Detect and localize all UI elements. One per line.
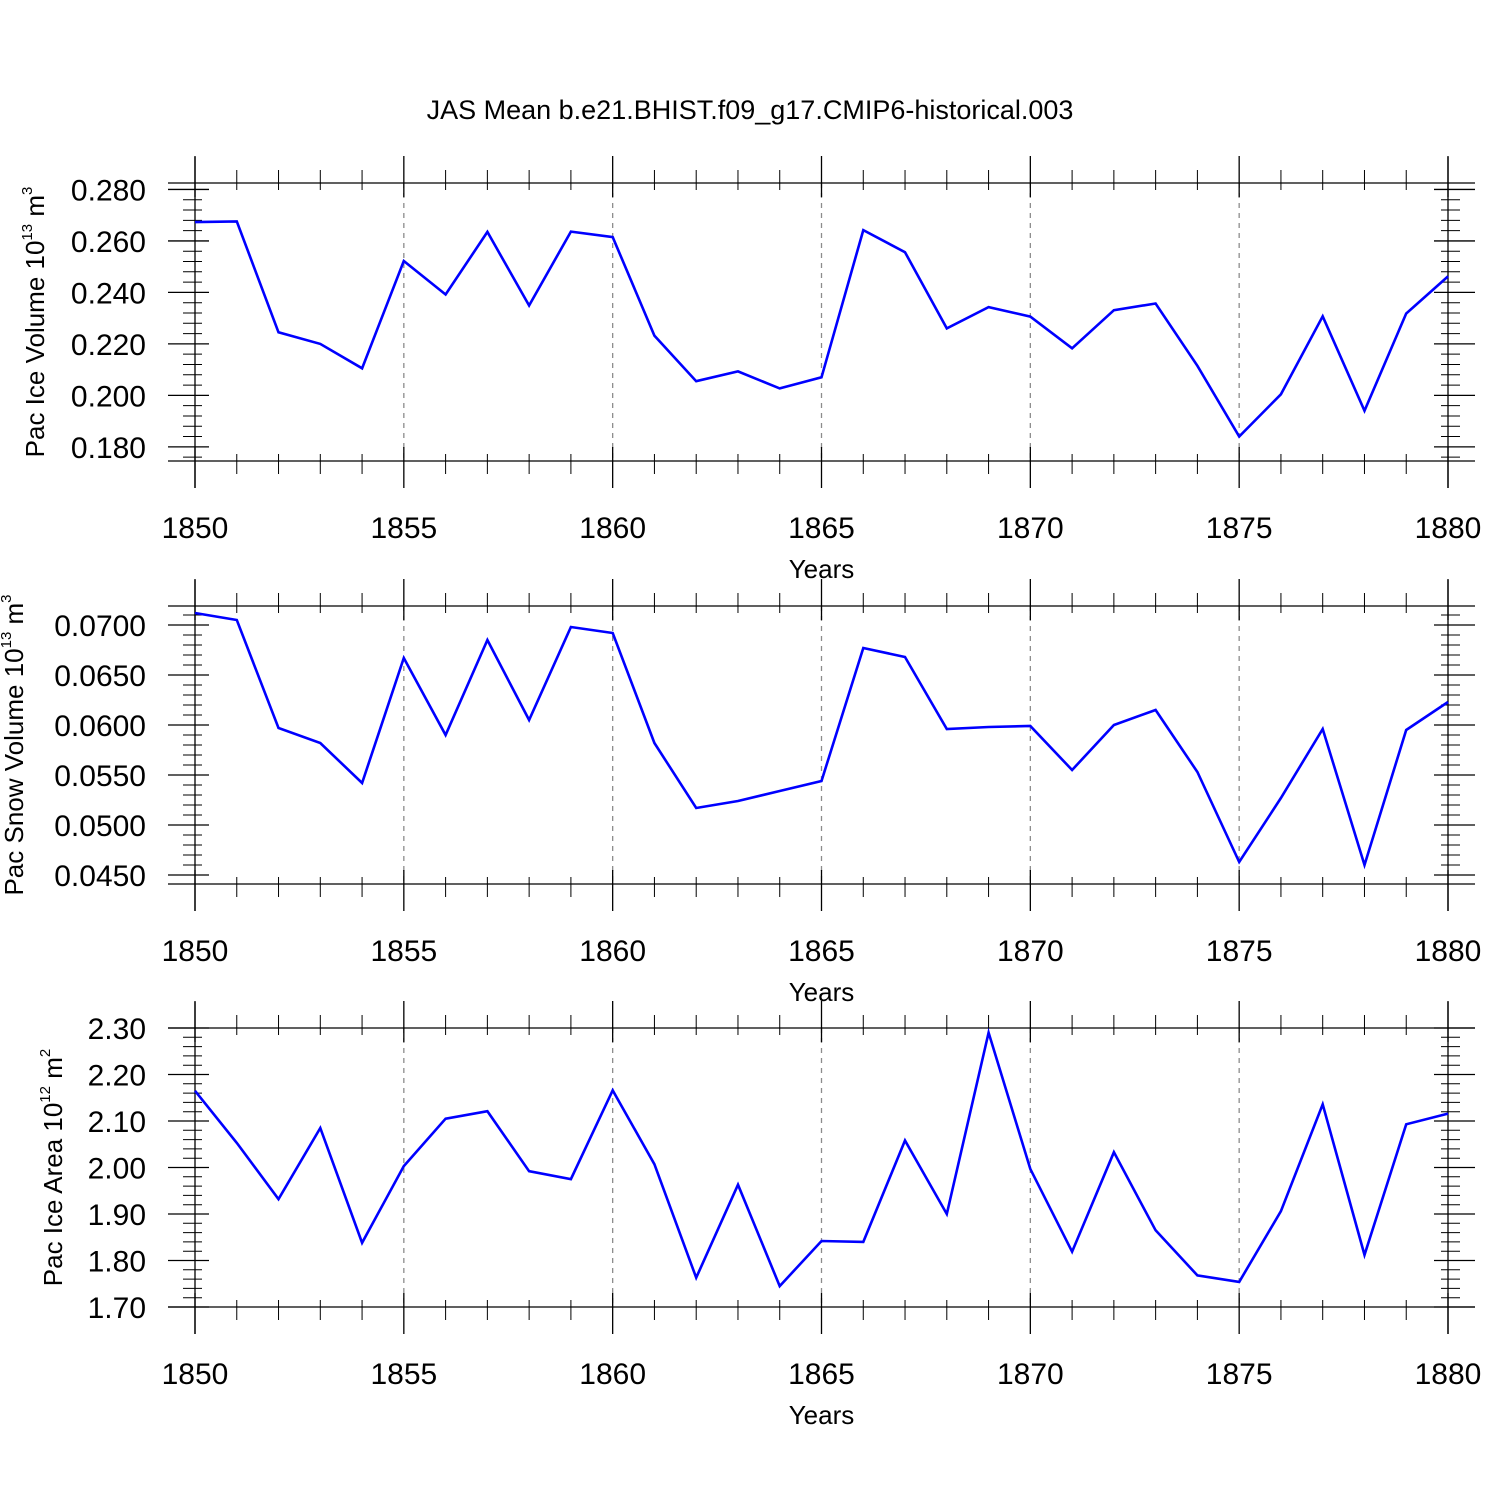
y-axis-label: Pac Snow Volume 1013 m3 xyxy=(0,594,29,895)
y-tick-label: 2.00 xyxy=(88,1153,146,1186)
x-tick-label: 1880 xyxy=(1415,512,1482,545)
chart-panel-3: 1.70 1.80 1.90 2.00 2.10 2.20 2.30 1850 1855 1860… xyxy=(37,1001,1481,1430)
x-tick-label: 1875 xyxy=(1206,1358,1273,1391)
y-tick-label: 0.0500 xyxy=(54,810,146,843)
y-tick-label: 1.70 xyxy=(88,1292,146,1325)
chart-panels: 0.180 0.200 0.220 0.240 0.260 0.280 1850 1855 18… xyxy=(0,156,1481,1430)
y-tick-label: 1.90 xyxy=(88,1199,146,1232)
y-tick-label: 0.0600 xyxy=(54,710,146,743)
y-axis-label-unit: m xyxy=(0,603,29,632)
y-axis-label-text: Pac Ice Volume 10 xyxy=(20,241,50,458)
y-axis-label-text: Pac Snow Volume 10 xyxy=(0,648,29,895)
series-line xyxy=(194,220,1449,439)
x-tick-label: 1850 xyxy=(162,512,229,545)
y-axis-label-exponent: 13 xyxy=(0,632,15,649)
y-axis-label-exponent: 13 xyxy=(19,224,36,241)
y-axis-label-unit: m xyxy=(38,1057,68,1086)
y-axis-label-unit: m xyxy=(20,195,50,224)
y-tick-label: 0.0700 xyxy=(54,610,146,643)
y-tick-label: 0.200 xyxy=(71,380,146,413)
x-tick-label: 1870 xyxy=(997,512,1064,545)
y-tick-label: 0.0650 xyxy=(54,660,146,693)
x-tick-label: 1870 xyxy=(997,1358,1064,1391)
x-tick-label: 1855 xyxy=(370,512,437,545)
y-tick-label: 0.0550 xyxy=(54,760,146,793)
y-tick-label: 2.30 xyxy=(88,1013,146,1046)
x-tick-label: 1850 xyxy=(162,935,229,968)
y-tick-label: 1.80 xyxy=(88,1246,146,1279)
series-line xyxy=(193,1027,1449,1289)
y-tick-label: 0.280 xyxy=(71,174,146,207)
x-tick-label: 1875 xyxy=(1206,512,1273,545)
chart-panel-1: 0.180 0.200 0.220 0.240 0.260 0.280 1850 1855 18… xyxy=(19,156,1481,584)
x-tick-label: 1875 xyxy=(1206,935,1273,968)
y-tick-label: 0.240 xyxy=(71,277,146,310)
x-tick-label: 1865 xyxy=(788,512,855,545)
x-tick-label: 1880 xyxy=(1415,935,1482,968)
y-axis-label-unit-exponent: 2 xyxy=(37,1049,54,1057)
y-tick-label: 0.220 xyxy=(71,329,146,362)
x-tick-label: 1860 xyxy=(579,935,646,968)
x-tick-label: 1860 xyxy=(579,1358,646,1391)
y-axis-label-exponent: 12 xyxy=(37,1086,54,1103)
y-axis-label-unit-exponent: 3 xyxy=(0,594,15,602)
x-axis-label: Years xyxy=(789,1400,855,1430)
y-tick-label: 0.0450 xyxy=(54,860,146,893)
y-axis-label-text: Pac Ice Area 10 xyxy=(38,1103,68,1287)
x-tick-label: 1855 xyxy=(370,935,437,968)
x-tick-label: 1860 xyxy=(579,512,646,545)
y-tick-label: 0.180 xyxy=(71,432,146,465)
y-tick-label: 2.20 xyxy=(88,1060,146,1093)
y-tick-label: 2.10 xyxy=(88,1106,146,1139)
x-tick-label: 1855 xyxy=(370,1358,437,1391)
x-tick-label: 1865 xyxy=(788,935,855,968)
x-tick-label: 1880 xyxy=(1415,1358,1482,1391)
y-axis-label: Pac Ice Area 1012 m2 xyxy=(37,1049,68,1286)
x-tick-label: 1850 xyxy=(162,1358,229,1391)
x-tick-label: 1870 xyxy=(997,935,1064,968)
y-tick-label: 0.260 xyxy=(71,226,146,259)
series-line xyxy=(194,611,1449,870)
figure-title: JAS Mean b.e21.BHIST.f09_g17.CMIP6-histo… xyxy=(427,95,1074,125)
x-tick-label: 1865 xyxy=(788,1358,855,1391)
y-axis-label-unit-exponent: 3 xyxy=(19,187,36,195)
y-axis-label: Pac Ice Volume 1013 m3 xyxy=(19,187,50,458)
chart-panel-2: 0.0450 0.0500 0.0550 0.0600 0.0650 0.0700 1850… xyxy=(0,579,1481,1007)
